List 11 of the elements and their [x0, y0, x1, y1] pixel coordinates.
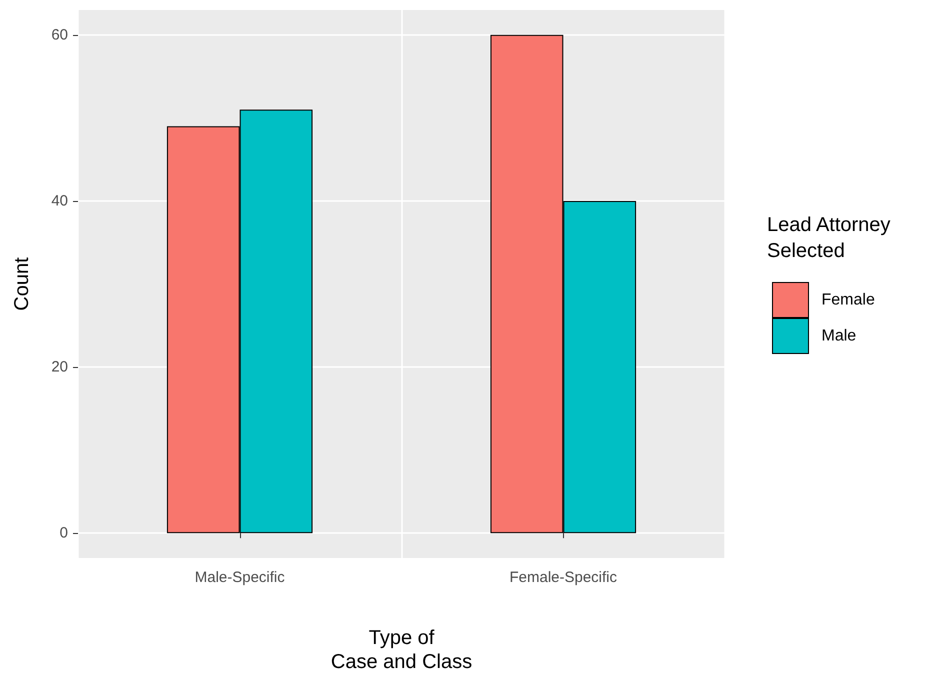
x-tick-label: Male-Specific [194, 569, 286, 586]
y-tick-label: 40 [51, 192, 68, 210]
y-tick-label: 20 [51, 358, 68, 376]
legend-label: Female [822, 292, 875, 308]
y-tick-label: 60 [51, 26, 68, 44]
y-tick-label: 0 [60, 524, 68, 542]
x-axis-title: Type of Case and Class [330, 627, 472, 673]
legend-label: Male [822, 328, 856, 344]
legend-title: Lead Attorney Selected [767, 214, 890, 262]
y-axis-title: Count [11, 256, 33, 311]
x-tick-label: Female-Specific [509, 569, 618, 586]
